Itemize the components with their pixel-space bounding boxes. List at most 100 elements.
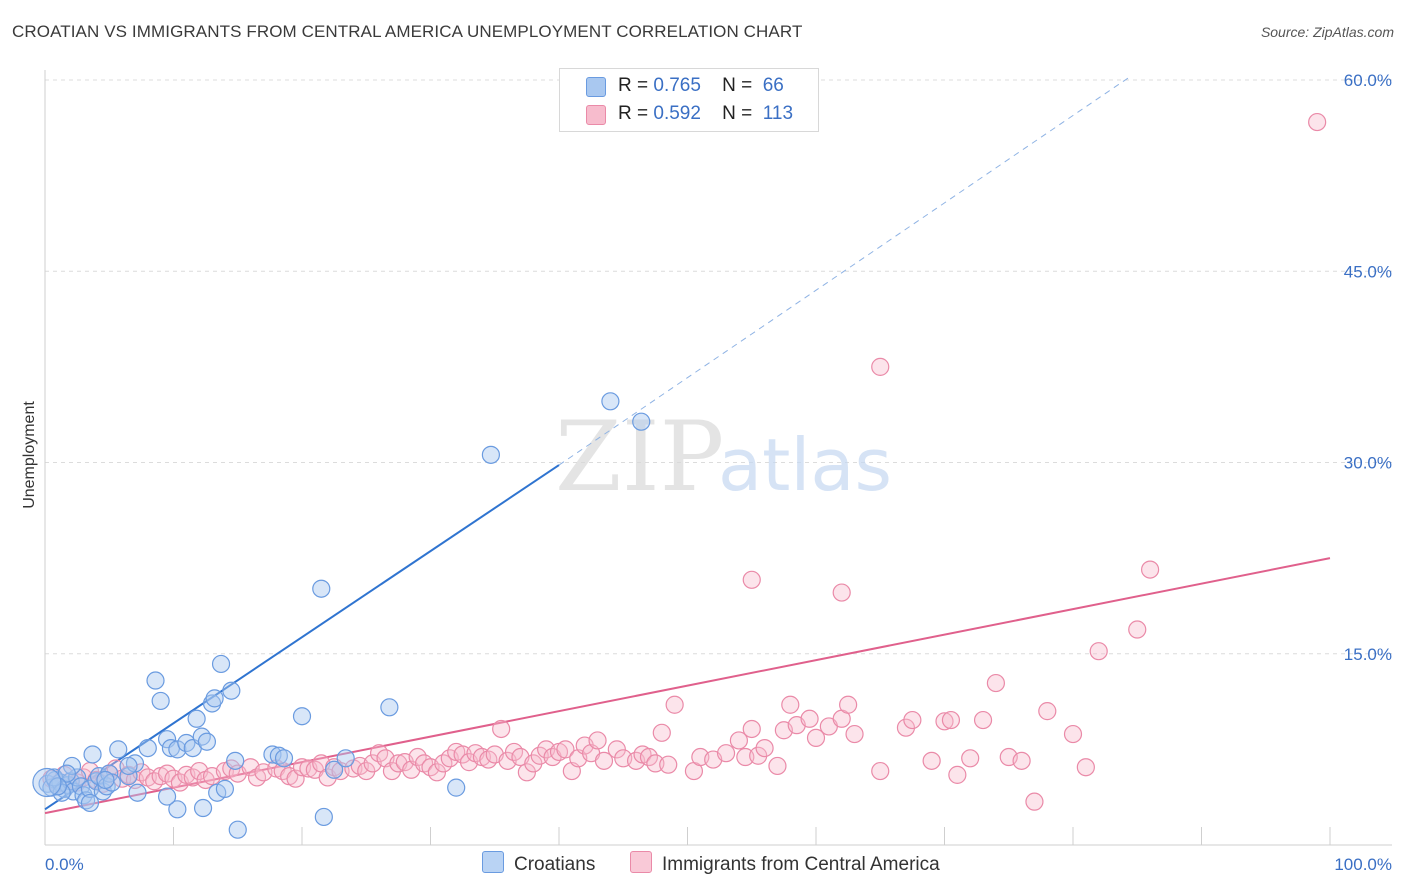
legend-label: Croatians xyxy=(514,854,596,875)
data-point xyxy=(768,756,787,776)
axes xyxy=(44,70,1392,846)
data-point xyxy=(736,747,755,767)
x-tick-label: 100.0% xyxy=(1334,855,1392,874)
legend-n-label: N = xyxy=(722,103,753,124)
legend-r-value: 0.592 xyxy=(653,103,701,124)
data-points xyxy=(32,112,1327,839)
y-tick-label: 45.0% xyxy=(1344,262,1392,281)
source-label: Source: ZipAtlas.com xyxy=(1260,24,1394,40)
data-point xyxy=(286,769,305,788)
data-point xyxy=(119,756,138,776)
data-point xyxy=(447,778,466,797)
trend-lines xyxy=(44,75,1331,815)
data-point xyxy=(517,763,536,782)
data-point xyxy=(716,744,736,763)
data-point xyxy=(336,749,355,768)
data-point xyxy=(800,709,819,728)
data-point xyxy=(665,695,684,714)
data-point xyxy=(427,763,447,782)
data-point xyxy=(211,654,231,674)
watermark-atlas: atlas xyxy=(718,423,892,507)
data-point xyxy=(961,749,980,768)
data-point xyxy=(742,570,761,589)
data-point xyxy=(986,673,1006,693)
data-point xyxy=(941,710,961,730)
data-point xyxy=(806,728,826,748)
data-point xyxy=(1063,724,1083,744)
data-point xyxy=(556,740,575,759)
data-point xyxy=(312,579,331,598)
data-point xyxy=(729,731,749,750)
legend-n-value: 113 xyxy=(762,103,794,124)
data-point xyxy=(193,798,213,818)
trend-line-croatians xyxy=(44,464,560,811)
chart-title: CROATIAN VS IMMIGRANTS FROM CENTRAL AMER… xyxy=(12,22,803,41)
trend-line-immigrants xyxy=(44,557,1331,815)
data-point xyxy=(871,761,890,781)
data-point xyxy=(1089,642,1108,661)
data-point xyxy=(222,681,241,700)
data-point xyxy=(197,732,217,751)
data-point xyxy=(1308,112,1327,132)
data-point xyxy=(205,689,224,708)
data-point xyxy=(187,709,206,728)
y-tick-labels: 15.0% 30.0% 45.0% 60.0% xyxy=(1344,71,1392,664)
legend-swatch-icon xyxy=(482,851,504,873)
data-point xyxy=(1025,792,1044,811)
y-tick-label: 15.0% xyxy=(1344,645,1392,664)
data-point xyxy=(646,754,665,773)
data-point xyxy=(481,445,500,464)
data-point xyxy=(607,740,626,759)
data-point xyxy=(80,793,100,813)
data-point xyxy=(588,731,607,750)
watermark-zip: ZIP xyxy=(555,401,724,513)
y-axis-label: Unemployment xyxy=(21,401,38,509)
data-point xyxy=(922,751,941,770)
data-point xyxy=(48,777,67,796)
data-point xyxy=(1012,751,1031,770)
legend-r-label: R = xyxy=(618,103,649,124)
data-point xyxy=(314,807,333,827)
data-point xyxy=(157,787,177,806)
data-point xyxy=(151,691,170,711)
y-tick-label: 60.0% xyxy=(1344,71,1392,90)
data-point xyxy=(1038,702,1057,721)
data-point xyxy=(380,698,399,717)
data-point xyxy=(192,727,211,746)
legend-row-immigrants: R = 0.592 N = 113 xyxy=(618,103,793,125)
data-point xyxy=(652,723,671,742)
data-point xyxy=(1076,758,1095,777)
data-point xyxy=(632,412,651,431)
legend-row-croatians: R = 0.765 N = 66 xyxy=(618,75,784,97)
data-point xyxy=(138,738,157,758)
data-point xyxy=(781,695,800,714)
x-tick-label: 0.0% xyxy=(45,855,84,874)
data-point xyxy=(973,710,993,730)
data-point xyxy=(948,765,967,784)
data-point xyxy=(659,755,678,774)
data-point xyxy=(1140,560,1160,579)
data-point xyxy=(601,392,620,411)
data-point xyxy=(832,583,851,602)
data-point xyxy=(903,710,922,730)
trend-line-croatians-extension xyxy=(558,75,1132,466)
correlation-legend: R = 0.765 N = 66 R = 0.592 N = 113 xyxy=(559,68,819,132)
data-point xyxy=(68,768,87,787)
legend-swatch-icon xyxy=(630,851,652,873)
legend-label: Immigrants from Central America xyxy=(662,854,940,875)
legend-n-value: 66 xyxy=(762,75,784,96)
data-point xyxy=(32,767,62,798)
data-point xyxy=(263,745,282,764)
data-point xyxy=(96,770,115,790)
bottom-legend-croatians[interactable]: Croatians xyxy=(482,851,595,876)
data-point xyxy=(146,671,165,690)
legend-n-label: N = xyxy=(722,75,753,96)
bottom-legend-immigrants[interactable]: Immigrants from Central America xyxy=(630,851,940,876)
legend-r-label: R = xyxy=(618,75,649,96)
data-point xyxy=(128,783,147,802)
data-point xyxy=(269,746,288,765)
data-point xyxy=(202,694,222,713)
data-point xyxy=(215,779,234,799)
data-point xyxy=(168,740,187,759)
